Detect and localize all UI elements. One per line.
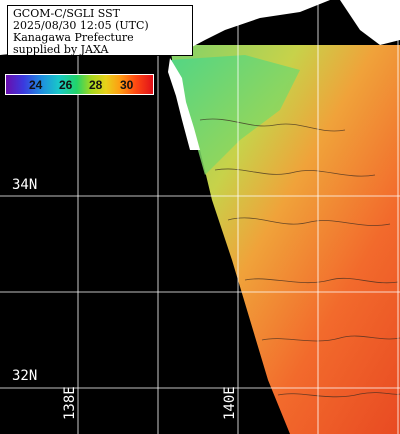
- title-line-supplier: supplied by JAXA: [13, 43, 109, 56]
- lon-label-138e: 138E: [62, 386, 78, 420]
- land-izu-peninsula: [168, 58, 200, 150]
- lat-label-32n: 32N: [12, 368, 38, 384]
- scale-tick-28: 28: [89, 78, 103, 92]
- lon-label-140e: 140E: [222, 386, 238, 420]
- sst-contours: [199, 118, 400, 398]
- color-scale-bar: 24 26 28 30: [5, 74, 154, 95]
- lat-label-34n: 34N: [12, 177, 38, 193]
- sst-cool-region: [170, 55, 300, 175]
- title-line-region: Kanagawa Prefecture: [13, 31, 134, 44]
- scale-tick-26: 26: [59, 78, 73, 92]
- land-boso: [340, 0, 400, 45]
- title-box: GCOM-C/SGLI SST 2025/08/30 12:05 (UTC) K…: [7, 5, 193, 56]
- title-line-datetime: 2025/08/30 12:05 (UTC): [13, 19, 149, 32]
- scale-tick-24: 24: [29, 78, 43, 92]
- title-line-satellite: GCOM-C/SGLI SST: [13, 7, 121, 20]
- scale-tick-30: 30: [120, 78, 134, 92]
